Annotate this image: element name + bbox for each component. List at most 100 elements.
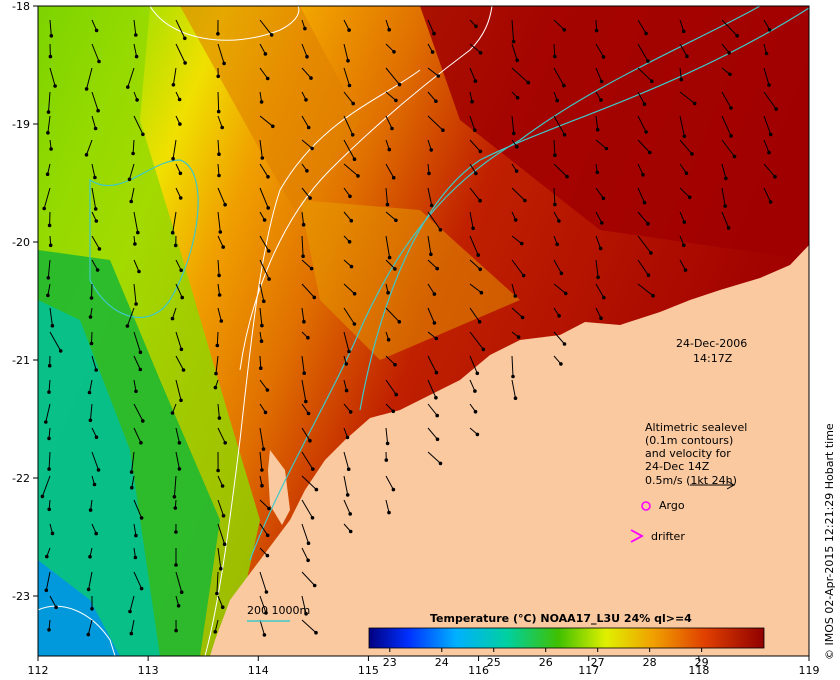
velocity-arrow	[385, 211, 397, 221]
velocity-arrow-head	[88, 508, 93, 512]
velocity-arrow-head	[171, 83, 176, 87]
velocity-arrow	[301, 499, 313, 519]
velocity-arrow	[259, 595, 267, 614]
velocity-arrow-head	[729, 134, 733, 138]
velocity-arrow	[175, 571, 183, 593]
velocity-arrow	[427, 91, 437, 102]
velocity-arrow	[217, 211, 221, 233]
velocity-arrow	[427, 379, 437, 398]
velocity-arrow-head	[45, 172, 50, 176]
colorbar-tick-label: 23	[383, 656, 397, 669]
velocity-arrow-head	[174, 628, 178, 633]
velocity-arrow-head	[386, 290, 390, 295]
velocity-arrow-head	[687, 195, 692, 200]
velocity-arrow	[427, 259, 438, 269]
velocity-arrow-head	[96, 468, 101, 472]
velocity-arrow	[721, 187, 726, 207]
velocity-arrow-head	[683, 268, 688, 272]
velocity-arrow-head	[136, 230, 140, 235]
velocity-arrow	[215, 355, 219, 374]
velocity-arrow-head	[434, 395, 438, 400]
velocity-arrow-head	[728, 72, 732, 77]
velocity-arrow-head	[305, 169, 309, 173]
velocity-arrow	[427, 283, 435, 295]
velocity-arrow	[511, 259, 525, 276]
velocity-arrow-head	[599, 316, 603, 321]
velocity-arrow	[133, 403, 144, 422]
velocity-arrow	[469, 235, 479, 256]
velocity-arrow-head	[479, 290, 484, 295]
velocity-arrow-head	[179, 347, 184, 352]
velocity-arrow	[343, 91, 354, 104]
velocity-arrow-head	[90, 607, 94, 611]
velocity-arrow	[553, 331, 565, 345]
velocity-arrow	[175, 427, 180, 443]
velocity-arrow-head	[139, 586, 144, 591]
velocity-arrow-head	[386, 337, 391, 342]
velocity-arrow-head	[177, 467, 182, 471]
velocity-arrow	[301, 595, 307, 614]
velocity-arrow	[216, 331, 219, 346]
velocity-arrow	[49, 595, 57, 608]
velocity-arrow	[86, 67, 93, 90]
lon-axis: 112 113 114 115 116 117 118 119	[28, 656, 820, 677]
velocity-arrow	[637, 283, 654, 297]
velocity-arrow-head	[600, 221, 604, 225]
lon-tick-label: 119	[799, 664, 820, 677]
velocity-arrow-head	[93, 126, 98, 131]
velocity-arrow-head	[553, 54, 557, 59]
velocity-arrow-head	[178, 196, 183, 200]
velocity-arrow	[553, 115, 565, 136]
velocity-arrow-head	[392, 50, 396, 54]
velocity-arrow	[679, 259, 686, 271]
velocity-arrow	[343, 43, 349, 61]
velocity-arrow-head	[138, 367, 143, 372]
velocity-arrow-head	[135, 98, 139, 102]
landmass	[210, 245, 809, 656]
colorbar-tick-label: 28	[643, 656, 657, 669]
velocity-arrow-head	[302, 319, 306, 324]
velocity-arrow-head	[220, 605, 225, 610]
velocity-arrow	[88, 571, 93, 590]
velocity-arrow-head	[768, 200, 773, 204]
velocity-arrow	[91, 235, 100, 250]
velocity-arrow-head	[684, 171, 689, 175]
velocity-arrow	[427, 403, 438, 416]
velocity-arrow	[721, 115, 732, 137]
velocity-arrow-head	[559, 271, 564, 276]
velocity-arrow	[133, 571, 143, 589]
velocity-arrow	[427, 211, 441, 231]
velocity-arrow-head	[767, 28, 772, 32]
velocity-arrow-head	[306, 335, 310, 340]
velocity-arrow-head	[217, 152, 221, 156]
velocity-arrow	[469, 307, 481, 323]
velocity-arrow-head	[180, 295, 184, 300]
velocity-arrow	[126, 307, 135, 327]
velocity-arrow-head	[642, 102, 647, 106]
lon-tick-label: 118	[688, 664, 709, 677]
velocity-arrow	[175, 331, 182, 350]
velocity-arrow-head	[441, 128, 445, 132]
velocity-arrow	[133, 115, 144, 135]
velocity-arrow-head	[47, 390, 51, 394]
velocity-arrow	[216, 571, 219, 594]
velocity-arrow-head	[139, 516, 144, 520]
velocity-arrow-head	[642, 200, 647, 205]
velocity-arrow-head	[178, 122, 182, 126]
time-label: 14:17Z	[693, 352, 733, 365]
velocity-arrow-head	[133, 242, 137, 246]
velocity-arrow-head	[134, 54, 139, 59]
argo-legend: Argo	[641, 499, 685, 512]
velocity-arrow-head	[134, 302, 138, 306]
velocity-arrow-head	[94, 531, 98, 536]
velocity-arrow-head	[304, 98, 308, 102]
velocity-arrow-head	[595, 170, 600, 175]
velocity-arrow-head	[521, 273, 526, 278]
velocity-arrow-head	[352, 291, 357, 296]
velocity-arrow	[427, 67, 439, 77]
velocity-arrow-head	[40, 494, 45, 499]
velocity-arrow	[91, 43, 100, 62]
velocity-arrow-head	[267, 249, 271, 253]
velocity-arrow-head	[304, 399, 308, 404]
velocity-arrow-head	[216, 468, 220, 473]
